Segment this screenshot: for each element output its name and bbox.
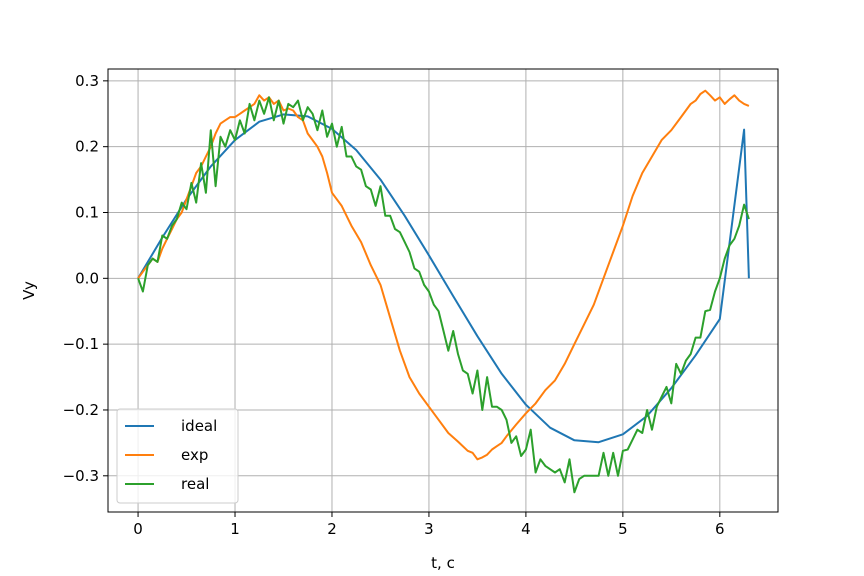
y-tick-label: 0.2 [75,138,99,156]
series-line-real [137,96,750,494]
legend-box [116,408,239,504]
y-tick-label: −0.1 [63,335,99,353]
plot-lines [137,89,750,494]
x-tick-label: 6 [715,520,725,538]
y-tick-label: 0.0 [75,269,99,287]
plot-frame [107,68,779,513]
y-tick-label: 0.3 [75,72,99,90]
series-line-ideal [137,113,750,444]
y-axis-label: Vy [20,281,38,300]
x-axis-label: t, c [431,554,455,572]
x-tick-label: 2 [327,520,337,538]
x-tick-label: 3 [424,520,434,538]
x-tick-label: 5 [618,520,628,538]
y-tick-label: 0.1 [75,203,99,221]
series-line-exp [137,89,750,461]
legend-label-real: real [181,475,209,493]
y-tick-label: −0.2 [63,401,99,419]
legend-label-ideal: ideal [181,417,217,435]
axis-ticks: 0 1 2 3 4 5 6 −0.3 −0.2 −0.1 0.0 0.1 0.2 0.3 [63,72,725,538]
legend-label-exp: exp [181,446,208,464]
x-tick-label: 4 [521,520,531,538]
x-tick-label: 1 [230,520,240,538]
x-tick-label: 0 [133,520,143,538]
y-tick-label: −0.3 [63,467,99,485]
legend: ideal exp real [116,408,239,504]
